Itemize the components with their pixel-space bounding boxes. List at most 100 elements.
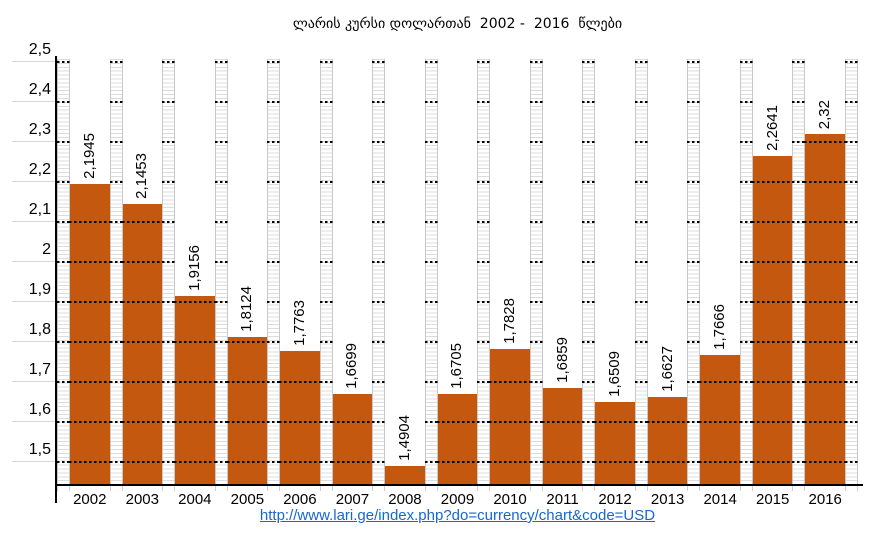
major-gridline-dash <box>267 301 281 303</box>
major-gridline-dash <box>477 461 491 463</box>
major-gridline-dash <box>57 421 70 423</box>
minor-gridline-strip <box>844 59 858 485</box>
major-gridline-dash <box>69 461 111 463</box>
bar-value-label: 1,7763 <box>290 300 308 346</box>
major-gridline-dash <box>214 101 228 103</box>
major-gridline-dash <box>477 181 491 183</box>
major-gridline-dash <box>214 301 228 303</box>
bottom-tick-stub <box>267 486 281 491</box>
major-gridline-dash <box>109 181 123 183</box>
bar-column: 1,6509 2012 <box>594 59 636 508</box>
bottom-tick-stub <box>214 486 228 491</box>
major-gridline-dash <box>162 141 176 143</box>
x-axis-label: 2007 <box>335 491 370 508</box>
major-gridline-dash <box>582 101 596 103</box>
minor-gridline-strip <box>739 59 753 485</box>
major-gridline-dash <box>319 381 333 383</box>
major-gridline-dash <box>582 341 596 343</box>
major-gridline-dash <box>634 421 648 423</box>
major-gridline-dash <box>279 421 321 423</box>
major-gridline-dash <box>751 421 794 423</box>
major-gridline-dash <box>751 301 794 303</box>
major-gridline-dash <box>162 261 176 263</box>
major-gridline-dash <box>109 141 123 143</box>
major-gridline-dash <box>529 60 543 63</box>
x-axis-label: 2012 <box>598 491 632 508</box>
bottom-tick-stub <box>372 486 386 491</box>
major-gridline-dash <box>121 341 164 343</box>
major-gridline-dash <box>372 141 386 143</box>
major-gridline-dash <box>477 301 491 303</box>
major-gridline-dash <box>319 141 333 143</box>
y-axis-label: 1,7 <box>28 361 51 378</box>
major-gridline-dash <box>319 181 333 183</box>
major-gridline-dash <box>109 60 123 63</box>
major-gridline-dash <box>699 421 741 423</box>
major-gridline-dash <box>267 421 281 423</box>
minor-gridline-strip <box>162 59 176 485</box>
major-gridline-dash <box>214 60 228 63</box>
major-gridline-dash <box>582 261 596 263</box>
major-gridline-dash <box>751 341 794 343</box>
major-gridline-dash <box>121 381 164 383</box>
major-gridline-dash <box>319 421 333 423</box>
y-axis-tick <box>12 301 57 302</box>
major-gridline-dash <box>372 261 386 263</box>
major-gridline-dash <box>436 421 479 423</box>
bar-column: 1,6705 2009 <box>436 59 479 508</box>
major-gridline-dash <box>372 301 386 303</box>
bottom-tick-gap <box>543 486 583 491</box>
major-gridline-dash <box>372 221 386 223</box>
major-gridline-dash <box>319 221 333 223</box>
major-gridline-dash <box>109 381 123 383</box>
major-gridline-dash <box>529 221 543 223</box>
major-gridline-dash <box>751 461 794 463</box>
bottom-tick-gap <box>648 486 688 491</box>
major-gridline-dash <box>582 421 596 423</box>
major-gridline-dash <box>739 261 753 263</box>
bottom-tick-stub <box>739 486 753 491</box>
bottom-tick-stub <box>792 486 806 491</box>
major-gridline-dash <box>174 341 216 343</box>
bar-column: 2,1453 2003 <box>121 59 164 508</box>
source-url-link[interactable]: http://www.lari.ge/index.php?do=currency… <box>259 507 656 524</box>
bar-value-label: 1,6705 <box>448 343 466 389</box>
y-axis-label: 2,1 <box>28 201 51 218</box>
major-gridline-dash <box>174 381 216 383</box>
minor-gridline-strip <box>424 59 438 485</box>
major-gridline-dash <box>424 381 438 383</box>
minor-gridline-strip <box>267 59 281 485</box>
bottom-tick-gap <box>700 486 740 491</box>
major-gridline-dash <box>267 381 281 383</box>
major-gridline-dash <box>69 421 111 423</box>
major-gridline-dash <box>477 421 491 423</box>
major-gridline-dash <box>162 221 176 223</box>
x-axis-label: 2014 <box>703 491 737 508</box>
minor-gridline-strip <box>529 59 543 485</box>
major-gridline-dash <box>267 461 281 463</box>
major-gridline-dash <box>69 301 111 303</box>
x-axis-label: 2004 <box>178 491 212 508</box>
x-axis-label: 2010 <box>493 491 527 508</box>
major-gridline-dash <box>739 181 753 183</box>
y-axis-label: 2,5 <box>28 41 51 58</box>
major-gridline-dash <box>529 261 543 263</box>
x-axis-label: 2015 <box>755 491 790 508</box>
major-gridline-dash <box>319 60 333 63</box>
major-gridline-dash <box>687 60 701 63</box>
y-axis-label: 2,4 <box>28 81 51 98</box>
major-gridline-dash <box>267 221 281 223</box>
x-axis-label: 2016 <box>808 491 842 508</box>
y-axis-label: 2 <box>42 241 51 258</box>
major-gridline-dash <box>529 461 543 463</box>
major-gridline-dash <box>751 181 794 183</box>
major-gridline-dash <box>582 60 596 63</box>
major-gridline-dash <box>582 141 596 143</box>
bottom-tick-gap <box>228 486 268 491</box>
major-gridline-dash <box>109 221 123 223</box>
major-gridline-dash <box>477 261 491 263</box>
major-gridline-dash <box>739 301 753 303</box>
major-gridline-dash <box>792 181 806 183</box>
major-gridline-dash <box>477 381 491 383</box>
